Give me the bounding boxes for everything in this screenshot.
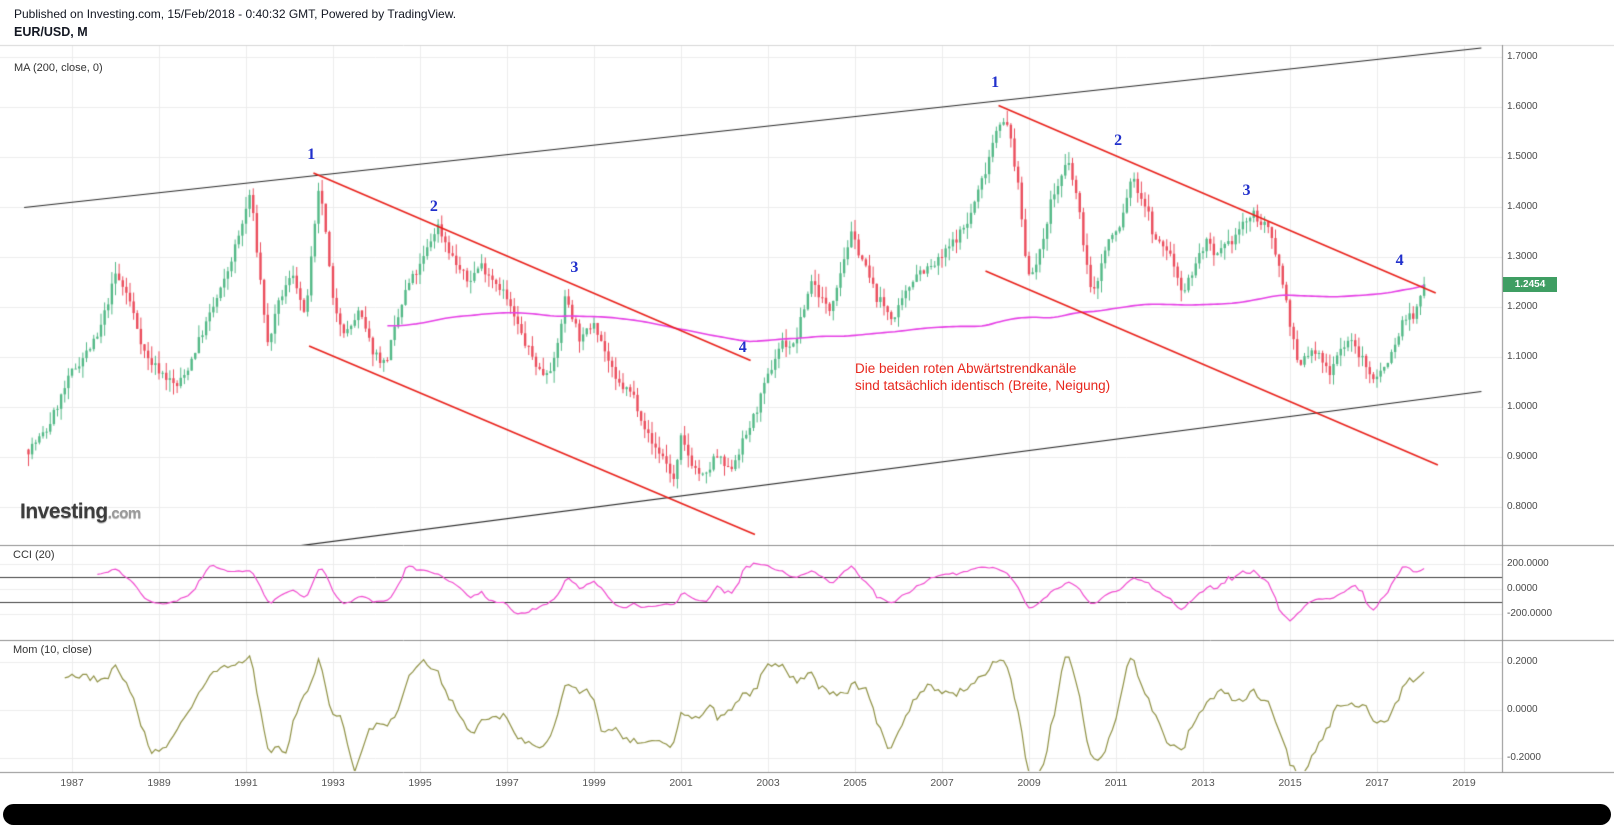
- logo-main-text: Investing: [20, 500, 108, 523]
- cci-indicator-label[interactable]: CCI (20): [13, 549, 55, 561]
- last-price-badge: 1.2454: [1503, 277, 1557, 293]
- annotation-line-1: Die beiden roten Abwärtstrendkanäle: [855, 361, 1077, 376]
- annotation-text: Die beiden roten Abwärtstrendkanäle sind…: [855, 360, 1110, 394]
- symbol-title: EUR/USD, M: [14, 25, 88, 39]
- ma-indicator-label[interactable]: MA (200, close, 0): [14, 62, 103, 74]
- last-price-value: 1.2454: [1514, 279, 1546, 291]
- logo-suffix-text: .com: [107, 505, 142, 522]
- mom-indicator-label[interactable]: Mom (10, close): [13, 644, 92, 656]
- investing-logo: Investing.com: [20, 500, 141, 524]
- annotation-line-2: sind tatsächlich identisch (Breite, Neig…: [855, 378, 1111, 393]
- bottom-black-bar: [3, 804, 1611, 825]
- publish-info: Published on Investing.com, 15/Feb/2018 …: [14, 7, 457, 21]
